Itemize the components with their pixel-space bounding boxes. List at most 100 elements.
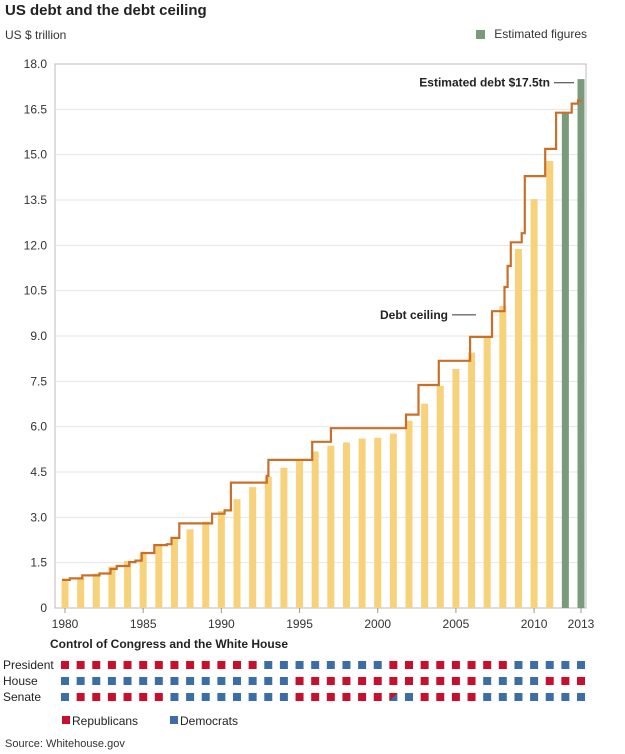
bar-estimated — [561, 112, 569, 608]
bar-debt — [170, 536, 178, 608]
party-label-democrats: Democrats — [180, 714, 239, 728]
x-tick-label: 2005 — [443, 617, 470, 631]
swatch-republicans — [62, 716, 70, 724]
bar-debt — [468, 352, 476, 608]
control-cell — [577, 677, 585, 685]
y-tick-label: 7.5 — [30, 374, 47, 388]
control-cell — [248, 677, 257, 685]
control-cell — [342, 661, 351, 669]
y-tick-label: 1.5 — [30, 556, 47, 570]
control-cell — [373, 661, 382, 669]
bar-debt — [389, 433, 397, 608]
control-cell — [420, 677, 429, 685]
x-tick-label: 2010 — [521, 617, 548, 631]
debt-ceiling-line — [62, 99, 582, 582]
bar-debt — [61, 580, 69, 608]
control-cell — [545, 693, 554, 701]
control-cell — [326, 661, 335, 669]
control-cell — [358, 693, 367, 701]
y-tick-label: 6.0 — [30, 420, 47, 434]
control-cell — [498, 677, 507, 685]
bar-debt — [139, 552, 147, 608]
control-cell — [514, 661, 523, 669]
control-cell — [248, 661, 257, 669]
x-tick-label: 2013 — [568, 617, 595, 631]
control-cell — [76, 693, 85, 701]
control-cell — [389, 661, 398, 669]
bar-debt — [311, 451, 319, 608]
bar-debt — [77, 577, 85, 608]
control-cell — [201, 677, 210, 685]
control-cell — [467, 661, 476, 669]
control-cell — [154, 693, 163, 701]
control-cell — [420, 661, 429, 669]
x-tick-label: 1985 — [130, 617, 157, 631]
control-cell — [107, 661, 116, 669]
control-cell — [561, 677, 570, 685]
control-cell — [342, 677, 351, 685]
control-cell — [92, 693, 101, 701]
y-tick-label: 3.0 — [30, 510, 47, 524]
control-cell — [61, 693, 69, 701]
control-cell — [451, 661, 460, 669]
control-cell — [561, 661, 570, 669]
control-cell — [311, 677, 320, 685]
bar-debt — [421, 403, 429, 608]
control-cell — [76, 661, 85, 669]
control-cell — [186, 677, 195, 685]
control-cell — [483, 661, 492, 669]
control-title: Control of Congress and the White House — [50, 637, 289, 651]
control-cell — [530, 661, 539, 669]
grid — [55, 108, 586, 564]
bar-debt — [546, 161, 554, 608]
row-label-senate: Senate — [3, 690, 42, 704]
bar-debt — [530, 199, 538, 609]
swatch-democrats — [170, 716, 178, 724]
bar-debt — [405, 420, 413, 608]
control-cell — [373, 693, 382, 701]
control-cell — [545, 661, 554, 669]
control-cell — [201, 661, 210, 669]
control-cell — [264, 661, 273, 669]
control-cell — [139, 661, 148, 669]
control-cell — [498, 693, 507, 701]
row-label-house: House — [3, 674, 38, 688]
control-cell — [170, 677, 179, 685]
control-cell — [514, 677, 523, 685]
control-cell — [577, 693, 585, 701]
control-cell — [514, 693, 523, 701]
control-cell — [311, 661, 320, 669]
control-cell — [248, 693, 257, 701]
control-cell — [295, 661, 304, 669]
bar-debt — [327, 445, 335, 608]
row-label-president: President — [3, 658, 54, 672]
control-cell — [264, 677, 273, 685]
annotation-debt-ceiling: Debt ceiling — [380, 308, 448, 322]
bar-debt — [358, 438, 366, 608]
control-cell — [217, 661, 226, 669]
bar-debt — [124, 560, 132, 608]
bar-debt — [264, 476, 272, 608]
bar-debt — [249, 487, 257, 608]
control-cell — [233, 677, 241, 685]
x-tick-label: 1990 — [208, 617, 235, 631]
control-cell — [61, 677, 69, 685]
control-cell — [139, 693, 148, 701]
bar-estimated — [577, 79, 585, 609]
bar-debt — [92, 573, 100, 608]
control-cell-split-half — [389, 693, 398, 701]
bar-debt — [374, 437, 382, 608]
control-cell — [420, 693, 429, 701]
bar-debt — [108, 566, 116, 608]
control-cell — [530, 693, 539, 701]
control-cell — [201, 693, 210, 701]
control-cell — [279, 677, 288, 685]
control-cell — [451, 693, 460, 701]
control-cell — [123, 677, 132, 685]
control-cell — [186, 693, 195, 701]
bar-debt — [483, 337, 491, 608]
bar-debt — [202, 521, 210, 608]
control-cell — [326, 693, 335, 701]
control-cell — [451, 677, 460, 685]
